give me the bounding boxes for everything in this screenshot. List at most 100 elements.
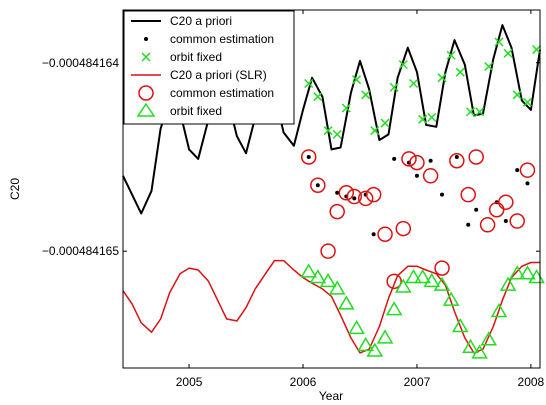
data-point-orbit-fixed-x-marker xyxy=(437,73,447,83)
data-point-orbit-fixed-x-marker xyxy=(512,90,522,100)
series-c20-a-priori-line xyxy=(122,24,541,215)
data-point-common-estimation-circle-marker xyxy=(488,201,505,218)
legend-label-c20-a-priori: C20 a priori xyxy=(170,14,232,28)
legend-swatch-orbit-fixed-triangle xyxy=(136,102,156,117)
data-point-orbit-fixed-x-marker xyxy=(389,82,399,92)
x-tick-label: 2008 xyxy=(518,375,545,389)
data-point-orbit-fixed-x-marker xyxy=(304,78,314,89)
data-point-common-estimation-circle-marker xyxy=(338,185,355,201)
data-point-common-estimation-circle-marker xyxy=(346,188,363,205)
data-point-common-estimation-dot xyxy=(525,181,530,186)
y-axis-title: C20 xyxy=(8,178,22,200)
legend-swatch-common-estimation-circle xyxy=(138,85,154,101)
data-point-orbit-fixed-triangle-marker xyxy=(338,295,355,310)
ticks-layer: 2005 2006 2007 2008 −0.000484164 −0.000484165 xyxy=(42,10,545,389)
data-point-common-estimation-dot xyxy=(414,173,419,178)
data-point-common-estimation-dot xyxy=(440,192,445,197)
y-tick-label: −0.000484165 xyxy=(42,244,119,258)
data-point-common-estimation-dot xyxy=(371,232,376,237)
data-point-orbit-fixed-triangle-marker xyxy=(519,265,536,280)
series-line-c20-a-priori-slr-line xyxy=(122,259,540,354)
series-line-c20-a-priori-line xyxy=(122,24,541,215)
data-point-orbit-fixed-triangle-marker xyxy=(471,344,488,359)
data-point-orbit-fixed-triangle-marker xyxy=(385,301,403,316)
data-point-common-estimation-circle-marker xyxy=(300,149,317,165)
legend-label-c20-a-priori-slr: C20 a priori (SLR) xyxy=(170,68,267,82)
series-c20-a-priori-slr-line xyxy=(122,259,540,354)
data-point-orbit-fixed-triangle-marker xyxy=(376,329,394,344)
data-point-common-estimation-circle-marker xyxy=(409,154,425,171)
data-point-orbit-fixed-triangle-marker xyxy=(490,302,508,318)
data-point-common-estimation-dot xyxy=(352,196,357,201)
series-orbit-fixed-triangle-marker xyxy=(300,263,545,359)
data-point-common-estimation-dot xyxy=(515,168,520,173)
data-point-common-estimation-circle-marker xyxy=(498,194,514,210)
series-layer xyxy=(122,24,545,359)
data-point-common-estimation-circle-marker xyxy=(365,186,382,203)
data-point-common-estimation-circle-marker xyxy=(401,151,417,167)
plot-frame xyxy=(122,9,541,369)
data-point-common-estimation-circle-marker xyxy=(468,149,484,165)
data-point-common-estimation-circle-marker xyxy=(422,168,439,184)
data-point-orbit-fixed-x-marker xyxy=(494,37,504,47)
data-point-orbit-fixed-triangle-marker xyxy=(328,280,346,295)
data-point-common-estimation-dot xyxy=(466,222,471,227)
data-point-common-estimation-circle-marker xyxy=(519,162,536,178)
data-point-orbit-fixed-x-marker xyxy=(370,126,380,136)
legend-label-orbit-fixed: orbit fixed xyxy=(170,50,222,64)
data-point-orbit-fixed-x-marker xyxy=(427,112,437,122)
data-point-common-estimation-dot xyxy=(315,183,320,188)
data-point-common-estimation-circle-marker xyxy=(357,190,374,207)
legend-label-common-estimation-circle: common estimation xyxy=(170,86,274,100)
legend-label-orbit-fixed-triangle: orbit fixed xyxy=(170,104,222,118)
data-point-orbit-fixed-triangle-marker xyxy=(348,319,365,335)
data-point-orbit-fixed-x-marker xyxy=(409,78,419,89)
x-tick-label: 2006 xyxy=(290,375,317,389)
data-point-orbit-fixed-triangle-marker xyxy=(300,263,318,278)
legend-label-common-estimation: common estimation xyxy=(170,32,274,46)
data-point-orbit-fixed-x-marker xyxy=(484,61,494,72)
data-point-orbit-fixed-x-marker xyxy=(398,60,408,70)
data-point-orbit-fixed-x-marker xyxy=(446,50,456,60)
legend: C20 a priori common estimation orbit fix… xyxy=(123,10,295,125)
data-point-common-estimation-circle-marker xyxy=(386,273,402,290)
series-common-estimation-circle-marker xyxy=(300,149,536,290)
data-point-common-estimation-circle-marker xyxy=(329,203,345,220)
data-point-orbit-fixed-triangle-marker xyxy=(442,291,460,306)
data-point-orbit-fixed-triangle-marker xyxy=(451,318,469,333)
data-point-common-estimation-dot xyxy=(335,190,340,195)
data-point-orbit-fixed-x-marker xyxy=(503,48,513,58)
data-point-orbit-fixed-triangle-marker xyxy=(508,265,526,280)
data-point-common-estimation-circle-marker xyxy=(449,152,465,169)
y-tick-label: −0.000484164 xyxy=(42,56,119,70)
data-point-orbit-fixed-triangle-marker xyxy=(394,278,412,293)
data-point-orbit-fixed-triangle-marker xyxy=(433,276,451,291)
x-tick-label: 2007 xyxy=(404,375,431,389)
data-point-orbit-fixed-triangle-marker xyxy=(462,338,479,354)
data-point-orbit-fixed-x-marker xyxy=(380,118,390,128)
data-point-orbit-fixed-triangle-marker xyxy=(423,272,441,288)
data-point-orbit-fixed-triangle-marker xyxy=(405,269,422,284)
data-point-common-estimation-dot xyxy=(503,219,508,224)
data-point-orbit-fixed-triangle-marker xyxy=(357,336,374,352)
data-point-orbit-fixed-x-marker xyxy=(455,67,465,77)
data-point-orbit-fixed-triangle-marker xyxy=(309,269,327,284)
series-orbit-fixed-x-marker xyxy=(304,37,542,139)
data-point-common-estimation-circle-marker xyxy=(460,186,476,203)
data-point-common-estimation-circle-marker xyxy=(434,260,450,276)
data-point-common-estimation-circle-marker xyxy=(320,243,336,259)
data-point-orbit-fixed-x-marker xyxy=(341,103,351,113)
data-point-common-estimation-circle-marker xyxy=(479,217,496,233)
data-point-common-estimation-dot xyxy=(454,154,459,159)
data-point-orbit-fixed-x-marker xyxy=(361,90,371,100)
legend-swatch-orbit-fixed xyxy=(141,52,151,62)
data-point-common-estimation-dot xyxy=(306,154,311,159)
data-point-orbit-fixed-x-marker xyxy=(475,107,485,117)
data-point-orbit-fixed-triangle-marker xyxy=(499,276,517,291)
legend-swatch-common-estimation xyxy=(144,37,148,41)
data-point-common-estimation-circle-marker xyxy=(377,226,393,242)
data-point-common-estimation-dot xyxy=(474,207,479,212)
data-point-orbit-fixed-triangle-marker xyxy=(319,272,337,288)
x-axis-title: Year xyxy=(319,389,343,403)
